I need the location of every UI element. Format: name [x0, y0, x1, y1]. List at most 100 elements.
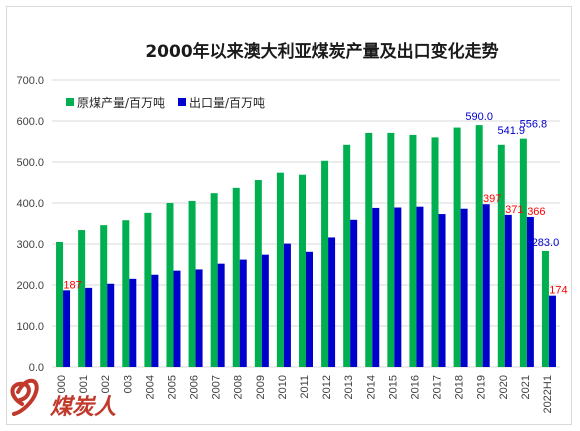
production-bar — [232, 187, 240, 367]
x-tick-label: 003 — [122, 375, 134, 393]
export-bar — [63, 290, 71, 367]
y-tick-label: 400.0 — [16, 198, 44, 210]
x-tick-label: 001 — [78, 375, 90, 393]
data-label: 556.8 — [520, 119, 548, 131]
export-bar — [460, 208, 468, 367]
production-bar — [299, 174, 306, 367]
x-tick-label: 2022H1 — [542, 375, 554, 414]
x-tick-label: 2014 — [365, 375, 377, 399]
y-tick-label: 700.0 — [16, 75, 44, 87]
x-tick-label: 002 — [100, 375, 112, 393]
production-bar — [343, 144, 351, 367]
x-tick-label: 2019 — [476, 375, 488, 399]
x-tick-label: 2008 — [233, 375, 245, 399]
export-bar — [239, 259, 247, 367]
x-tick-label: 2012 — [321, 375, 333, 399]
export-bar — [107, 283, 115, 367]
export-bar — [372, 207, 380, 367]
legend-swatch-export — [178, 98, 186, 106]
data-label: 366 — [527, 206, 545, 218]
x-tick-label: 2021 — [520, 375, 532, 399]
y-tick-label: 0.0 — [29, 362, 44, 374]
export-bar — [526, 216, 534, 367]
data-label: 187 — [63, 279, 81, 291]
production-bar — [78, 230, 86, 367]
production-bar — [166, 203, 174, 367]
data-label: 283.0 — [532, 237, 560, 249]
x-tick-label: 2018 — [454, 375, 466, 399]
data-label: 541.9 — [498, 125, 526, 137]
legend-swatch-production — [66, 98, 74, 106]
legend: 原煤产量/百万吨 出口量/百万吨 — [66, 96, 265, 110]
export-bar — [195, 269, 203, 367]
legend-label: 原煤产量/百万吨 — [77, 96, 165, 110]
production-bar — [100, 225, 108, 367]
production-bar — [497, 144, 505, 367]
data-label: 590.0 — [465, 111, 493, 123]
production-bar — [56, 241, 64, 367]
y-axis-ticks: 0.0 100.0 200.0 300.0 400.0 500.0 600.0 700.0 — [16, 75, 44, 374]
export-bar — [482, 204, 490, 367]
x-tick-label: 2020 — [498, 375, 510, 399]
x-tick-label: 2015 — [387, 375, 399, 399]
x-tick-label: 2011 — [299, 375, 311, 399]
production-bar — [431, 137, 439, 367]
export-bar — [328, 237, 336, 367]
x-tick-label: 2009 — [255, 375, 267, 399]
y-tick-label: 500.0 — [16, 157, 44, 169]
export-bar — [173, 270, 181, 367]
export-bar — [306, 251, 313, 367]
export-bar — [261, 254, 269, 367]
x-axis-ticks: 000 001 002 003 2004 2005 2006 2007 2008 2009 2010… — [56, 375, 554, 414]
export-bar — [217, 263, 225, 367]
production-bar — [144, 212, 152, 367]
watermark: 煤炭人 — [10, 378, 117, 420]
production-bar — [188, 200, 196, 367]
x-tick-label: 2013 — [343, 375, 355, 399]
x-tick-label: 2006 — [189, 375, 201, 399]
y-tick-label: 600.0 — [16, 116, 44, 128]
export-bar — [151, 274, 159, 367]
export-bar — [350, 219, 358, 367]
legend-label: 出口量/百万吨 — [189, 96, 265, 110]
production-bar — [122, 220, 130, 367]
chart-frame — [6, 6, 572, 425]
y-tick-label: 100.0 — [16, 321, 44, 333]
export-bar — [504, 214, 512, 367]
production-bar — [453, 127, 461, 367]
ribbon-logo-icon — [10, 378, 39, 416]
x-tick-label: 2016 — [409, 375, 421, 399]
production-bar — [409, 134, 417, 367]
production-bar — [321, 160, 329, 367]
grid-lines — [52, 79, 560, 368]
data-label: 371 — [505, 204, 523, 216]
x-tick-label: 2007 — [211, 375, 223, 399]
bars — [56, 125, 556, 367]
production-bar — [276, 172, 284, 367]
x-tick-label: 2005 — [166, 375, 178, 399]
export-bar — [129, 278, 137, 367]
production-bar — [365, 132, 373, 367]
production-bar — [475, 125, 483, 367]
production-bar — [541, 250, 549, 367]
export-bar — [85, 287, 93, 367]
production-bar — [210, 193, 218, 367]
y-tick-label: 300.0 — [16, 239, 44, 251]
export-bar — [394, 207, 402, 367]
x-tick-label: 2004 — [144, 375, 156, 399]
export-bar — [416, 206, 424, 367]
x-tick-label: 2010 — [277, 375, 289, 399]
x-tick-label: 2017 — [432, 375, 444, 399]
export-bar — [438, 214, 446, 367]
chart-title: 2000年以来澳大利亚煤炭产量及出口变化走势 — [145, 41, 498, 62]
data-label: 174 — [549, 285, 567, 297]
watermark-text: 煤炭人 — [50, 394, 117, 420]
export-bar — [548, 295, 556, 367]
export-bar — [283, 243, 291, 367]
data-label: 397 — [483, 193, 501, 205]
production-bar — [387, 132, 395, 367]
x-tick-label: 000 — [56, 375, 68, 393]
y-tick-label: 200.0 — [16, 280, 44, 292]
